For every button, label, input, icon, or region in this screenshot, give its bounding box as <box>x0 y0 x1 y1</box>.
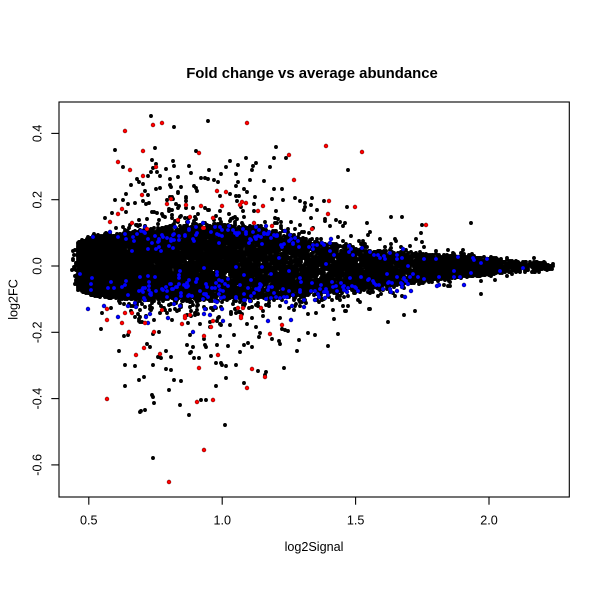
svg-text:Fold change vs average abundan: Fold change vs average abundance <box>186 66 438 82</box>
svg-text:1.5: 1.5 <box>347 514 365 528</box>
svg-text:log2Signal: log2Signal <box>285 540 344 554</box>
svg-text:-0.4: -0.4 <box>31 388 45 410</box>
svg-text:1.0: 1.0 <box>213 514 231 528</box>
svg-text:-0.6: -0.6 <box>31 454 45 476</box>
svg-text:-0.2: -0.2 <box>31 321 45 343</box>
svg-text:2.0: 2.0 <box>480 514 498 528</box>
svg-text:0.0: 0.0 <box>31 257 45 275</box>
svg-text:0.4: 0.4 <box>31 125 45 143</box>
svg-text:0.5: 0.5 <box>80 514 98 528</box>
svg-text:log2FC: log2FC <box>7 279 21 320</box>
svg-text:0.2: 0.2 <box>31 191 45 209</box>
